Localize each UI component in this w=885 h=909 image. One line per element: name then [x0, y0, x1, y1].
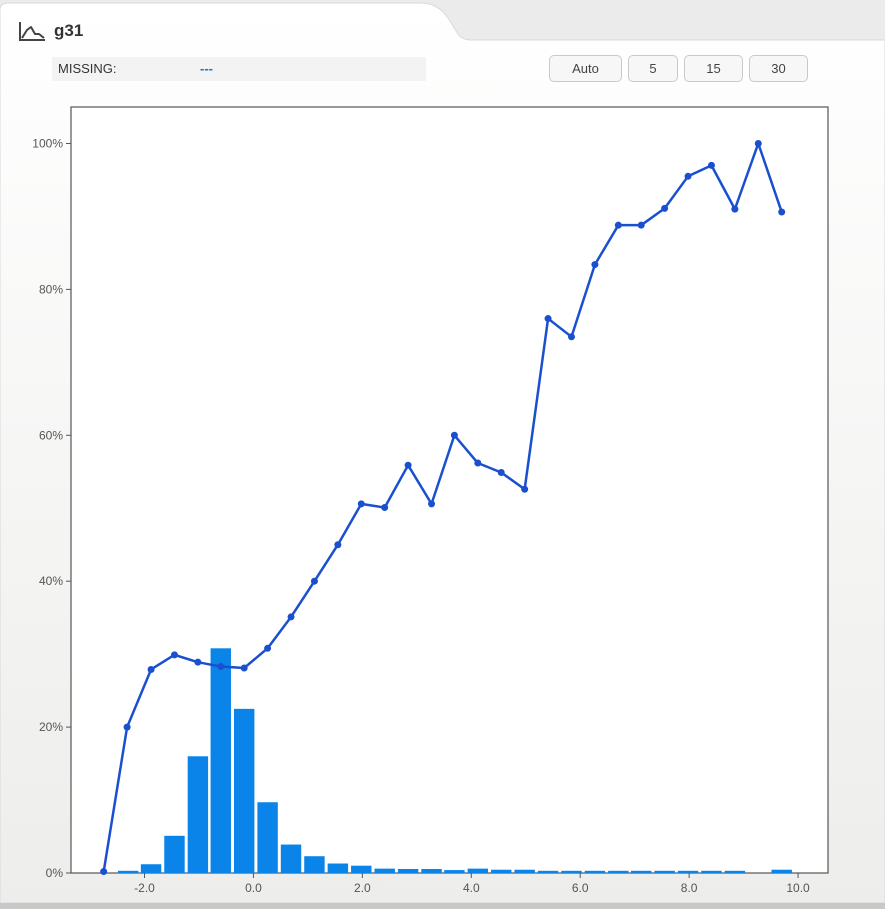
histogram-bar — [677, 870, 699, 873]
bottom-scrollbar — [0, 903, 885, 909]
missing-value: --- — [200, 61, 213, 76]
histogram-bar — [701, 870, 722, 873]
histogram-bar — [280, 844, 302, 873]
histogram-bar — [257, 802, 278, 873]
y-tick-label: 20% — [39, 720, 63, 734]
histogram-bar — [327, 863, 349, 873]
histogram-bar — [117, 870, 139, 873]
x-tick-label: 8.0 — [681, 881, 698, 895]
line-point — [194, 658, 202, 666]
y-tick-label: 0% — [46, 866, 64, 880]
bins-15-button[interactable]: 15 — [684, 55, 743, 82]
x-tick-label: -2.0 — [134, 881, 155, 895]
line-point — [381, 504, 389, 512]
histogram-bar — [537, 870, 559, 873]
bins-30-button[interactable]: 30 — [749, 55, 808, 82]
x-tick-label: 6.0 — [572, 881, 589, 895]
histogram-bar — [397, 868, 419, 873]
y-tick-label: 60% — [39, 428, 63, 442]
histogram-bar — [374, 868, 395, 873]
line-point — [123, 723, 131, 731]
histogram-bar — [724, 870, 746, 873]
line-point — [661, 204, 669, 212]
histogram-bar — [444, 870, 465, 873]
line-point — [240, 664, 248, 672]
x-tick-label: 2.0 — [354, 881, 371, 895]
line-point — [544, 315, 552, 323]
line-point — [428, 500, 436, 508]
histogram-bar — [654, 870, 675, 873]
line-point — [170, 651, 178, 659]
chart-title: g31 — [54, 21, 84, 40]
histogram-bar — [584, 870, 606, 873]
plot-area — [70, 106, 829, 874]
histogram-bar — [351, 865, 372, 873]
line-point — [684, 172, 692, 180]
histogram-bar — [210, 648, 231, 873]
y-tick-label: 80% — [39, 282, 63, 296]
histogram-bar — [491, 869, 512, 873]
line-point — [450, 431, 458, 439]
line-point — [357, 500, 365, 508]
line-point — [474, 459, 482, 467]
y-tick-label: 40% — [39, 574, 63, 588]
histogram-bar — [140, 864, 162, 873]
histogram-bar — [164, 835, 185, 873]
line-point — [731, 205, 739, 213]
histogram-bar — [608, 870, 629, 873]
x-tick-label: 10.0 — [786, 881, 810, 895]
line-point — [147, 665, 155, 673]
missing-label: MISSING: — [58, 61, 117, 76]
histogram-bar — [467, 868, 489, 873]
histogram-bar — [304, 856, 325, 873]
line-point — [310, 577, 318, 585]
line-point — [591, 261, 599, 269]
x-tick-label: 0.0 — [245, 881, 262, 895]
chart-title-row: g31 — [18, 18, 83, 44]
line-point — [100, 868, 108, 876]
line-point — [334, 541, 342, 549]
line-point — [287, 613, 295, 621]
line-point — [404, 461, 412, 469]
line-point — [567, 333, 575, 341]
bins-5-button[interactable]: 5 — [628, 55, 678, 82]
line-point — [707, 161, 715, 169]
histogram-bar — [233, 708, 255, 873]
line-point — [217, 663, 225, 671]
line-point — [264, 644, 272, 652]
bins-auto-button[interactable]: Auto — [549, 55, 622, 82]
missing-row: MISSING: --- — [52, 57, 426, 81]
line-chart-icon — [19, 22, 45, 41]
line-point — [778, 208, 786, 216]
histogram-bar — [561, 870, 582, 873]
histogram-bar — [187, 756, 209, 873]
percent-line — [102, 142, 783, 872]
line-point — [521, 485, 529, 493]
histogram-bar — [514, 869, 535, 873]
histogram-bar — [771, 869, 792, 873]
line-point — [637, 221, 645, 229]
histogram-bar — [421, 868, 442, 873]
y-tick-label: 100% — [32, 136, 63, 150]
histogram-bar — [630, 870, 652, 873]
x-tick-label: 4.0 — [463, 881, 480, 895]
line-point — [614, 221, 622, 229]
line-point — [754, 139, 762, 147]
line-point — [497, 468, 505, 476]
